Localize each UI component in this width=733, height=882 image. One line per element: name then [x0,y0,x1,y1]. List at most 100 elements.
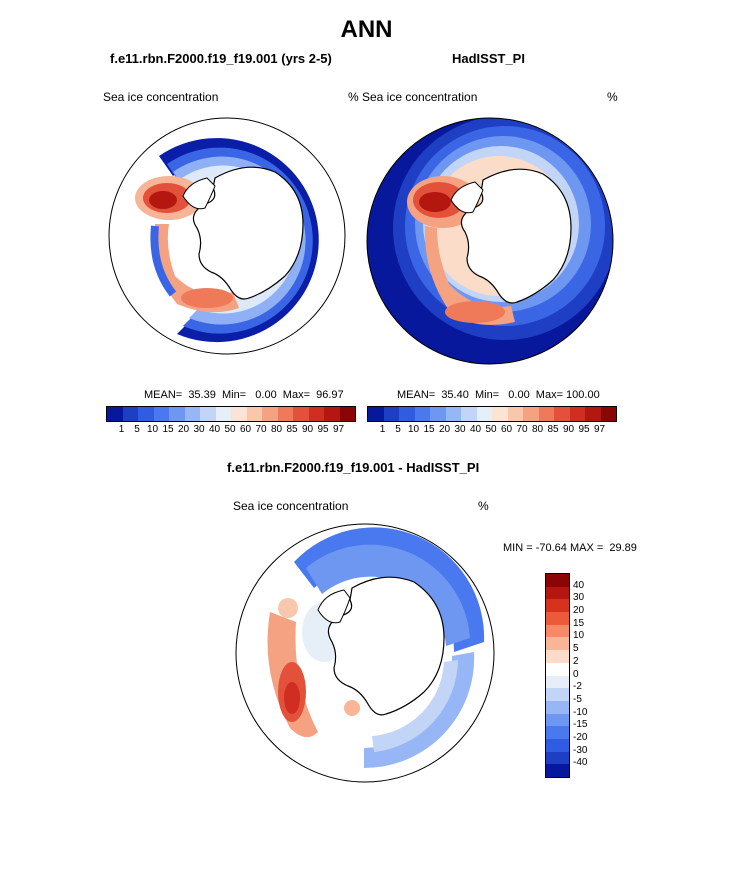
panel1-colorbar-tick-label: 70 [255,424,267,435]
panel1-colorbar-tick-label: 60 [239,424,252,435]
panel2-case-title: HadISST_PI [452,51,525,66]
panel1-variable-label: Sea ice concentration [103,90,219,104]
panel2-colorbar-swatch [600,407,616,421]
diff-case-title: f.e11.rbn.F2000.f19_f19.001 - HadISST_PI [227,460,480,475]
panel1-colorbar-tick-label: 5 [134,424,140,435]
diff-colorbar-tick-label: -10 [573,706,588,718]
panel2-colorbar-tick-label: 20 [438,424,451,435]
diff-stats: MIN = -70.64 MAX = 29.89 [503,542,637,554]
panel2-colorbar-swatch [476,407,492,421]
diff-colorbar [545,573,570,778]
panel2-colorbar-swatch [461,407,477,421]
panel2-colorbar-tick-label: 97 [593,424,606,435]
panel1-colorbar-swatch [122,407,138,421]
panel1-colorbar-tick-label: 30 [193,424,205,435]
diff-colorbar-tick-label: 20 [573,605,585,617]
panel2-colorbar-tick-label: 50 [485,424,497,435]
diff-colorbar-tick-label: -30 [573,744,588,756]
panel1-case-title: f.e11.rbn.F2000.f19_f19.001 (yrs 2-5) [110,51,332,66]
panel1-polar-map [108,117,346,355]
panel1-colorbar-swatch [308,407,324,421]
panel1-colorbar-tick-label: 97 [332,424,345,435]
panel2-colorbar-tick-label: 80 [531,424,544,435]
panel1-colorbar-tick-label: 15 [162,424,174,435]
diff-colorbar-swatch [546,637,569,651]
diff-colorbar-tick-label: 2 [573,655,579,667]
diff-colorbar-swatch [546,751,569,765]
panel2-colorbar-tick-label: 70 [516,424,528,435]
panel2-colorbar-swatch [569,407,585,421]
diff-colorbar-tick-label: 5 [573,643,579,655]
diff-colorbar-tick-label: -20 [573,731,588,743]
panel1-stats: MEAN= 35.39 Min= 0.00 Max= 96.97 [144,389,344,401]
figure-title: ANN [340,16,393,43]
panel1-colorbar-tick-label: 85 [286,424,298,435]
diff-colorbar-swatch [546,599,569,613]
panel2-colorbar-swatch [585,407,601,421]
panel1-colorbar-tick-label: 10 [146,424,159,435]
panel1-colorbar-swatch [138,407,154,421]
diff-colorbar-tick-label: -5 [573,693,582,705]
diff-colorbar-tick-label: 0 [573,668,579,680]
panel2-colorbar-swatch [523,407,539,421]
panel2-colorbar-swatch [399,407,415,421]
panel2-colorbar-swatch [368,407,384,421]
panel2-colorbar-swatch [430,407,446,421]
panel1-colorbar-tick-label: 80 [270,424,283,435]
panel2-colorbar-tick-label: 5 [395,424,401,435]
panel1-colorbar-swatch [184,407,200,421]
diff-colorbar-tick-label: 40 [573,579,585,591]
diff-colorbar-swatch [546,612,569,625]
panel1-units-label: % [348,90,359,104]
diff-colorbar-swatch [546,574,569,587]
diff-units-label: % [478,499,489,513]
panel1-colorbar-swatch [339,407,355,421]
panel1-colorbar-swatch [153,407,169,421]
diff-colorbar-swatch [546,586,569,600]
diff-colorbar-swatch [546,624,569,638]
panel1-colorbar-swatch [293,407,309,421]
diff-colorbar-swatch [546,662,569,676]
panel2-colorbar-tick-label: 95 [578,424,590,435]
panel2-colorbar-tick-label: 40 [469,424,482,435]
diff-colorbar-swatch [546,726,569,739]
panel1-colorbar-swatch [200,407,216,421]
panel1-colorbar-swatch [246,407,262,421]
panel1-colorbar-ticks: 1 5 10 15 20 30 40 50 60 70 80 85 90 95 97 [106,424,356,438]
diff-colorbar-tick-label: 30 [573,592,585,604]
panel1-colorbar-swatch [215,407,231,421]
panel2-colorbar-tick-label: 10 [407,424,420,435]
panel1-colorbar-tick-label: 95 [317,424,329,435]
diff-colorbar-swatch [546,764,569,777]
panel1-colorbar-swatch [169,407,185,421]
panel2-polar-map [366,117,614,365]
panel2-colorbar-ticks: 1 5 10 15 20 30 40 50 60 70 80 85 90 95 97 [367,424,617,438]
panel1-colorbar-tick-label: 40 [208,424,221,435]
panel2-units-label: % [607,90,618,104]
panel1-colorbar-swatch [277,407,293,421]
diff-colorbar-tick-label: -15 [573,719,588,731]
panel2-colorbar-swatch [554,407,570,421]
panel2-colorbar-tick-label: 15 [423,424,435,435]
diff-colorbar-ticks: 40 30 20 15 10 5 2 0 -2 -5 -10 -15 -20 -30 -40 [573,573,613,778]
panel2-colorbar [367,406,617,422]
panel1-colorbar-tick-label: 20 [177,424,190,435]
panel1-colorbar-tick-label: 1 [118,424,125,435]
diff-colorbar-swatch [546,688,569,701]
diff-variable-label: Sea ice concentration [233,499,349,513]
panel2-colorbar-tick-label: 30 [454,424,466,435]
diff-polar-map [235,523,495,783]
panel2-colorbar-tick-label: 85 [547,424,559,435]
panel2-colorbar-swatch [445,407,461,421]
panel1-colorbar-swatch [324,407,340,421]
panel2-colorbar-swatch [414,407,430,421]
panel2-colorbar-swatch [538,407,554,421]
diff-colorbar-swatch [546,713,569,727]
panel1-colorbar [106,406,356,422]
panel2-colorbar-tick-label: 1 [379,424,386,435]
diff-colorbar-tick-label: 15 [573,617,585,629]
diff-colorbar-tick-label: 10 [573,630,585,642]
panel2-stats: MEAN= 35.40 Min= 0.00 Max= 100.00 [397,389,600,401]
panel1-colorbar-swatch [231,407,247,421]
panel1-colorbar-tick-label: 50 [224,424,236,435]
